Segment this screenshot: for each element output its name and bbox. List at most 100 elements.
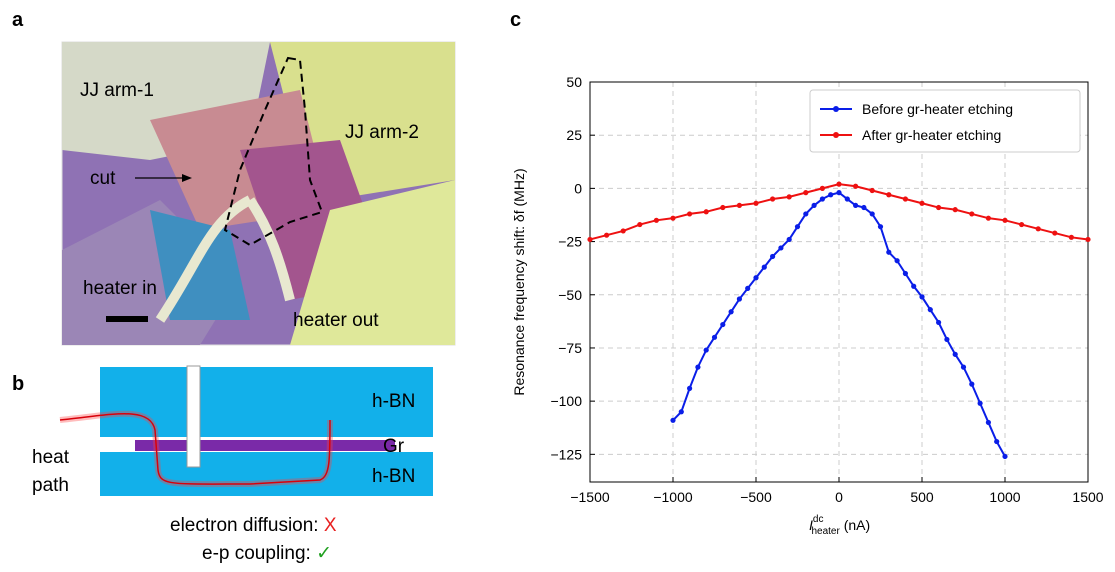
data-point: [703, 347, 709, 353]
layer-label: Gr: [383, 436, 405, 457]
data-point: [786, 194, 792, 200]
check-mark: ✓: [316, 543, 332, 564]
mechanism-text: e-p coupling:: [202, 543, 316, 564]
data-point: [728, 309, 734, 315]
data-point: [869, 187, 875, 194]
data-point: [869, 211, 875, 217]
y-tick-label: 50: [566, 74, 582, 90]
data-point: [711, 334, 718, 340]
data-point: [703, 209, 709, 215]
micrograph: JJ arm-1 JJ arm-2 cut heater in heater o…: [61, 41, 456, 346]
panel-label: a: [12, 9, 24, 31]
data-point: [936, 319, 942, 326]
mechanism-text: electron diffusion:: [170, 515, 324, 536]
data-point: [811, 202, 817, 209]
data-point: [770, 253, 776, 260]
data-point: [960, 364, 967, 370]
data-point: [745, 285, 751, 291]
data-point: [894, 258, 900, 264]
data-point: [753, 200, 759, 206]
data-point: [919, 200, 925, 206]
data-point: [1002, 453, 1008, 460]
data-point: [902, 270, 909, 277]
data-point: [886, 192, 892, 198]
data-point: [786, 236, 792, 243]
x-tick-label: −1500: [570, 489, 610, 505]
x-tick-label: 1000: [989, 489, 1020, 505]
data-point: [637, 221, 643, 228]
y-tick-label: −125: [550, 446, 582, 462]
x-tick-label: −500: [740, 489, 772, 505]
x-axis-label: Idc heater (nA): [809, 514, 870, 537]
data-point: [977, 400, 983, 406]
data-point: [936, 204, 942, 211]
data-point: [770, 196, 776, 202]
data-point: [952, 207, 958, 213]
data-point: [1085, 236, 1091, 243]
x-axis-label-part: heater: [811, 526, 840, 537]
data-point: [902, 196, 909, 202]
data-point: [736, 296, 743, 302]
data-point: [803, 190, 809, 196]
data-point: [969, 211, 975, 217]
data-point: [803, 211, 809, 217]
legend-marker: [833, 106, 839, 112]
data-point: [678, 409, 684, 415]
x-tick-label: 1500: [1072, 489, 1103, 505]
data-point: [1019, 221, 1025, 228]
data-point: [985, 215, 992, 221]
y-tick-label: −25: [558, 234, 582, 250]
x-tick-label: 500: [910, 489, 934, 505]
y-tick-label: −75: [558, 340, 582, 356]
x-axis-label-part: (nA): [840, 517, 870, 533]
layer-label: h-BN: [372, 391, 415, 412]
data-point: [1002, 217, 1008, 223]
layer-diagram: h-BN Gr h-BN heat path electron diffusio…: [32, 365, 433, 564]
data-point: [620, 228, 626, 234]
data-point: [695, 364, 701, 370]
data-point: [828, 192, 834, 198]
data-point: [819, 185, 826, 191]
data-point: [778, 245, 784, 251]
data-point: [720, 204, 726, 211]
mechanism: electron diffusion: X: [170, 515, 337, 536]
data-point: [836, 181, 842, 187]
image-label: JJ arm-1: [80, 80, 154, 101]
data-point: [886, 249, 892, 255]
data-point: [944, 336, 950, 343]
image-label: JJ arm-2: [345, 122, 419, 143]
data-point: [670, 417, 676, 423]
heat-label: path: [32, 475, 69, 496]
image-label: cut: [90, 168, 116, 189]
data-point: [736, 202, 743, 209]
legend-box: [809, 89, 1081, 153]
data-point: [844, 196, 850, 202]
plot-frame: [589, 81, 1089, 483]
layer-label: h-BN: [372, 466, 415, 487]
y-tick-label: 0: [574, 180, 582, 196]
data-point: [819, 196, 826, 202]
y-tick-label: 25: [566, 127, 582, 143]
data-point: [911, 283, 917, 289]
data-point: [604, 232, 610, 238]
image-label: heater out: [293, 310, 379, 331]
data-point: [720, 321, 726, 328]
x-tick-label: −1000: [653, 489, 693, 505]
panel-label: c: [510, 9, 521, 31]
x-tick-label: 0: [835, 489, 843, 505]
data-point: [1068, 234, 1074, 240]
mechanism: e-p coupling: ✓: [202, 543, 332, 564]
data-point: [687, 385, 693, 391]
x-axis-label-part: dc: [813, 514, 824, 525]
data-point: [861, 204, 867, 211]
y-tick-label: −100: [550, 393, 582, 409]
data-point: [877, 224, 884, 230]
data-point: [969, 381, 975, 387]
data-point: [985, 419, 992, 426]
data-point: [587, 236, 593, 243]
data-point: [853, 202, 859, 209]
data-point: [1035, 226, 1041, 232]
data-point: [753, 275, 759, 281]
y-tick-label: −50: [558, 287, 582, 303]
